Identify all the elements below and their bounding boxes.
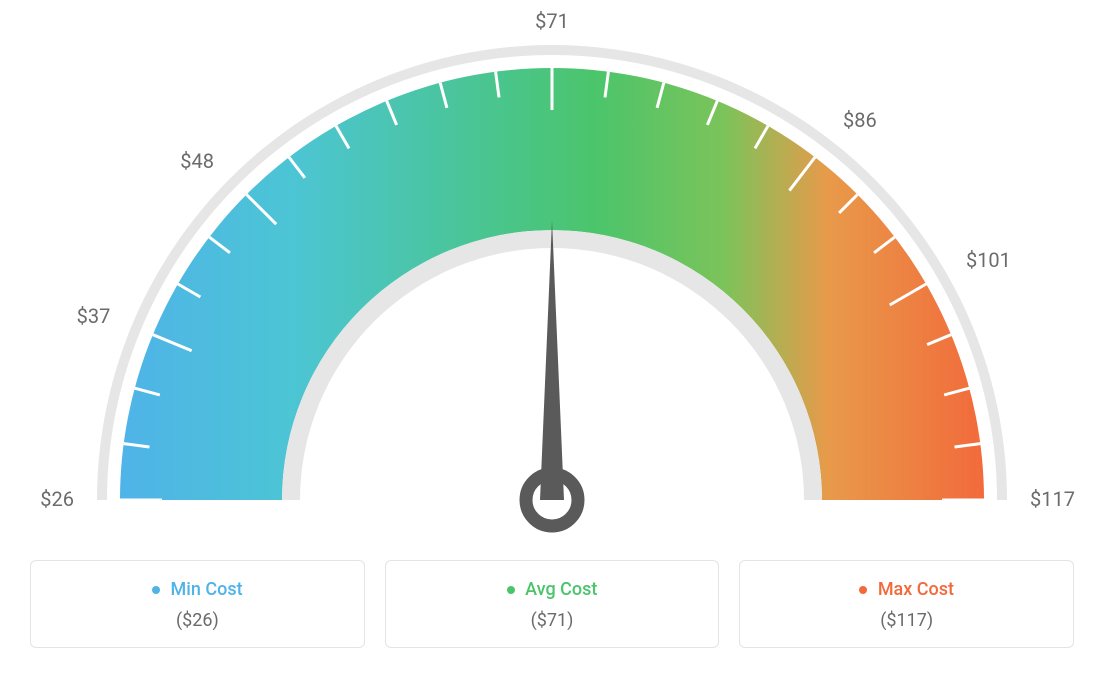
legend-label-text: Avg Cost — [525, 579, 597, 600]
legend-box-max: Max Cost ($117) — [739, 560, 1074, 648]
legend-box-avg: Avg Cost ($71) — [385, 560, 720, 648]
legend-value-avg: ($71) — [396, 610, 709, 631]
gauge-chart: $26 $37 $48 $71 $86 $101 $117 — [0, 0, 1104, 540]
legend-value-max: ($117) — [750, 610, 1063, 631]
dot-icon — [152, 586, 160, 594]
tick-label: $71 — [535, 9, 569, 33]
gauge-svg: $26 $37 $48 $71 $86 $101 $117 — [0, 0, 1104, 540]
tick-label: $86 — [843, 108, 877, 132]
legend-value-min: ($26) — [41, 610, 354, 631]
legend-box-min: Min Cost ($26) — [30, 560, 365, 648]
legend-label-max: Max Cost — [750, 579, 1063, 600]
legend-row: Min Cost ($26) Avg Cost ($71) Max Cost (… — [0, 540, 1104, 648]
tick-label: $117 — [1030, 487, 1075, 511]
legend-label-avg: Avg Cost — [396, 579, 709, 600]
tick-label: $26 — [40, 487, 74, 511]
tick-label: $101 — [966, 248, 1011, 272]
dot-icon — [507, 586, 515, 594]
tick-label: $48 — [180, 149, 214, 173]
tick-label: $37 — [77, 304, 111, 328]
needle — [540, 220, 564, 500]
legend-label-text: Max Cost — [878, 579, 954, 600]
legend-label-min: Min Cost — [41, 579, 354, 600]
dot-icon — [859, 586, 867, 594]
legend-label-text: Min Cost — [171, 579, 243, 600]
